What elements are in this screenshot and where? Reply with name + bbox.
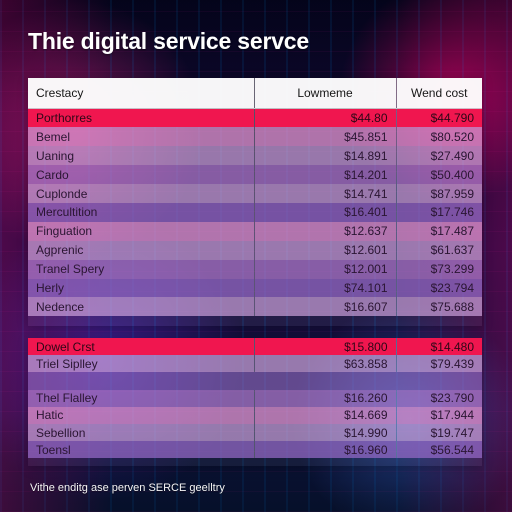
pricing-table-bottom: Dowel Crst $15.800 $14.480 Triel Siplley… bbox=[28, 338, 482, 459]
table-row: Sebellion $14.990 $19.747 bbox=[28, 423, 482, 442]
row-value-lowmeme: $16.260 bbox=[254, 389, 397, 407]
column-header-crestacy: Crestacy bbox=[28, 78, 255, 109]
row-value-wend-cost: $61.637 bbox=[430, 243, 474, 258]
row-label: Toensl bbox=[28, 441, 255, 459]
row-value-lowmeme: $45.851 bbox=[254, 127, 397, 147]
section-value-lowmeme: $44.80 bbox=[254, 108, 397, 128]
row-label: Bemel bbox=[28, 127, 255, 147]
row-label: Triel Siplley bbox=[28, 355, 255, 373]
row-value-wend-cost: $73.299 bbox=[430, 262, 474, 277]
table-row: Agprenic $12.601 $61.637 bbox=[28, 240, 482, 260]
row-label: Uaning bbox=[28, 146, 255, 166]
section-value-wend-cost: $44.790 bbox=[430, 111, 474, 126]
table-row: Uaning $14.891 $27.490 bbox=[28, 146, 482, 166]
table-row: Herly $74.101 $23.794 bbox=[28, 278, 482, 298]
section-value-lowmeme: $15.800 bbox=[254, 338, 397, 356]
table-row: Bemel $45.851 $80.520 bbox=[28, 127, 482, 147]
row-value-lowmeme: $14.669 bbox=[254, 406, 397, 424]
table-row: Cuplonde $14.741 $87.959 bbox=[28, 184, 482, 203]
table-row: Thel Flalley $16.260 $23.790 bbox=[28, 389, 482, 407]
footer-caption: Vithe enditg ase perven SERCE geelltry bbox=[30, 482, 225, 494]
row-label: Nedence bbox=[28, 297, 255, 317]
row-label: Hatic bbox=[28, 406, 255, 424]
column-header-lowmeme: Lowmeme bbox=[254, 78, 397, 109]
row-value-lowmeme: $74.101 bbox=[254, 278, 397, 298]
row-value-wend-cost: $80.520 bbox=[430, 129, 474, 144]
pricing-table-top: Crestacy Lowmeme Wend cost Porthorres $4… bbox=[28, 78, 482, 317]
table-divider bbox=[28, 372, 482, 390]
table-row: Nedence $16.607 $75.688 bbox=[28, 297, 482, 317]
table-row: Triel Siplley $63.858 $79.439 bbox=[28, 355, 482, 373]
row-value-wend-cost: $27.490 bbox=[430, 148, 474, 163]
row-value-wend-cost: $17.487 bbox=[430, 224, 474, 239]
column-header-wend-cost: Wend cost bbox=[396, 78, 482, 109]
table-row: Cardo $14.201 $50.400 bbox=[28, 165, 482, 185]
row-label: Thel Flalley bbox=[28, 389, 255, 407]
row-value-wend-cost: $56.544 bbox=[430, 442, 474, 457]
row-value-wend-cost: $23.790 bbox=[430, 391, 474, 406]
table-divider-cell bbox=[28, 372, 482, 390]
row-label: Cardo bbox=[28, 165, 255, 185]
section-value-wend-cost: $14.480 bbox=[430, 339, 474, 354]
row-label: Agprenic bbox=[28, 240, 255, 260]
row-value-lowmeme: $14.891 bbox=[254, 146, 397, 166]
table-row: Finguation $12.637 $17.487 bbox=[28, 221, 482, 241]
row-value-wend-cost: $17.944 bbox=[430, 408, 474, 423]
section-label: Dowel Crst bbox=[28, 338, 255, 356]
row-label: Mercultition bbox=[28, 202, 255, 222]
row-value-lowmeme: $12.601 bbox=[254, 240, 397, 260]
section-row-porthorres: Porthorres $44.80 $44.790 bbox=[28, 108, 482, 128]
row-value-wend-cost: $50.400 bbox=[430, 167, 474, 182]
row-value-wend-cost: $23.794 bbox=[430, 280, 474, 295]
row-value-wend-cost: $19.747 bbox=[430, 425, 474, 440]
row-value-wend-cost: $17.746 bbox=[430, 205, 474, 220]
row-value-wend-cost: $87.959 bbox=[430, 186, 474, 201]
row-value-lowmeme: $16.401 bbox=[254, 202, 397, 222]
row-label: Herly bbox=[28, 278, 255, 298]
table-row: Tranel Spery $12.001 $73.299 bbox=[28, 259, 482, 279]
section-row-dowel-crst: Dowel Crst $15.800 $14.480 bbox=[28, 338, 482, 356]
row-value-wend-cost: $79.439 bbox=[430, 356, 474, 371]
row-value-lowmeme: $14.990 bbox=[254, 423, 397, 442]
row-value-lowmeme: $14.741 bbox=[254, 184, 397, 203]
row-label: Finguation bbox=[28, 221, 255, 241]
row-value-lowmeme: $16.607 bbox=[254, 297, 397, 317]
row-value-lowmeme: $12.001 bbox=[254, 259, 397, 279]
row-label: Sebellion bbox=[28, 423, 255, 442]
row-value-lowmeme: $14.201 bbox=[254, 165, 397, 185]
row-value-wend-cost: $75.688 bbox=[430, 299, 474, 314]
table-row: Mercultition $16.401 $17.746 bbox=[28, 202, 482, 222]
table-row: Hatic $14.669 $17.944 bbox=[28, 406, 482, 424]
row-value-lowmeme: $63.858 bbox=[254, 355, 397, 373]
page-title: Thie digital service servce bbox=[28, 28, 309, 54]
pricing-table-panel-bottom: Dowel Crst $15.800 $14.480 Triel Siplley… bbox=[28, 338, 482, 466]
table-row: Toensl $16.960 $56.544 bbox=[28, 441, 482, 459]
row-label: Tranel Spery bbox=[28, 259, 255, 279]
table-header-row: Crestacy Lowmeme Wend cost bbox=[28, 78, 482, 109]
row-value-lowmeme: $16.960 bbox=[254, 441, 397, 459]
row-label: Cuplonde bbox=[28, 184, 255, 203]
row-value-lowmeme: $12.637 bbox=[254, 221, 397, 241]
section-label: Porthorres bbox=[28, 108, 255, 128]
pricing-table-panel-top: Crestacy Lowmeme Wend cost Porthorres $4… bbox=[28, 78, 482, 326]
